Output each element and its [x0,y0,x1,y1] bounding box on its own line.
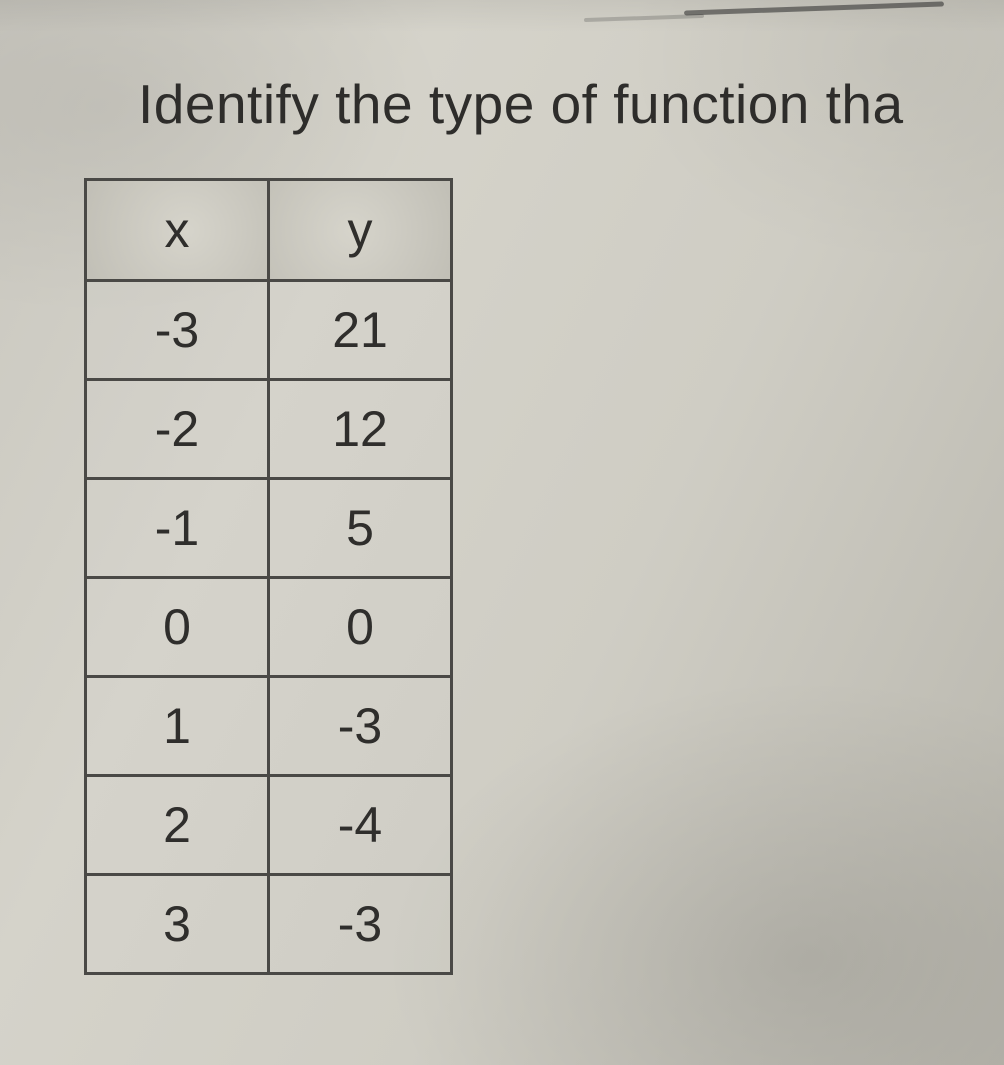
prompt-text: Identify the type of function tha [138,72,1004,136]
table-row: 1 -3 [86,677,452,776]
cell-y: 21 [269,281,452,380]
cell-y: 12 [269,380,452,479]
cell-y: 0 [269,578,452,677]
cell-x: 0 [86,578,269,677]
table-row: -3 21 [86,281,452,380]
col-header-x: x [86,180,269,281]
table-row: -2 12 [86,380,452,479]
col-header-y: y [269,180,452,281]
cell-x: -1 [86,479,269,578]
cell-y: 5 [269,479,452,578]
cell-y: -3 [269,677,452,776]
cell-x: 3 [86,875,269,974]
cell-x: -3 [86,281,269,380]
table-header-row: x y [86,180,452,281]
xy-table: x y -3 21 -2 12 -1 5 0 0 1 -3 [84,178,453,975]
table-row: 2 -4 [86,776,452,875]
table-row: -1 5 [86,479,452,578]
cell-x: -2 [86,380,269,479]
cell-x: 1 [86,677,269,776]
cell-y: -4 [269,776,452,875]
table-row: 3 -3 [86,875,452,974]
cell-x: 2 [86,776,269,875]
table-row: 0 0 [86,578,452,677]
cell-y: -3 [269,875,452,974]
